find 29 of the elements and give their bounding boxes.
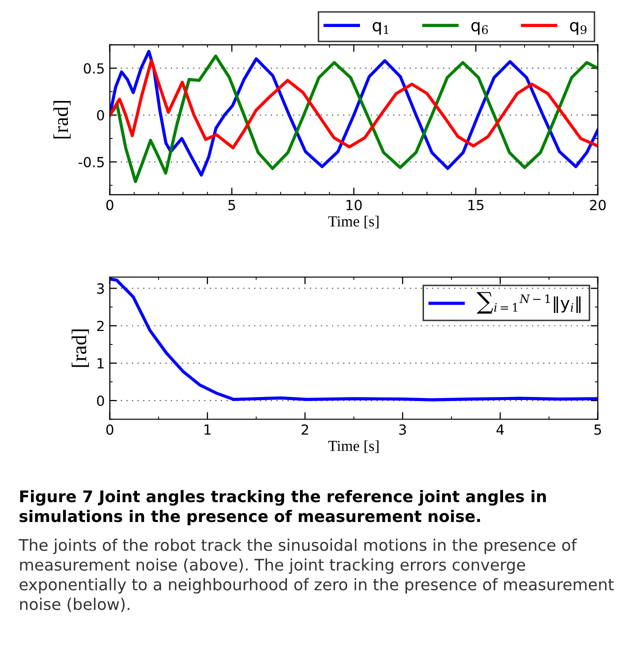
legend-label: q$_{6}$ [471, 22, 488, 35]
x-tick-label: 20 [590, 200, 606, 210]
x-tick-label: 5 [228, 200, 236, 210]
y-tick-label: 2 [97, 320, 104, 332]
y-tick-label: -0.5 [78, 156, 104, 168]
y-axis-title: [rad] [53, 101, 71, 138]
text: The joints of the robot track the sinusoidal motions in the presence of measurement noise (above). The joint tracking errors converge exponentially to a neighbourhood of zero in the presence of measurement noise (below). [18, 538, 614, 612]
y-tick-label: 0 [97, 110, 104, 121]
y-tick-label: 0 [97, 396, 104, 406]
x-axis-title: Time [s] [328, 440, 378, 453]
legend-label: ∑$_{i=1}$$^{N−1}$‖y$_{i}$‖ [476, 292, 580, 314]
x-tick-label: 3 [399, 424, 406, 435]
legend-label: q$_{1}$ [372, 22, 388, 35]
y-axis-title: [rad] [72, 329, 89, 367]
y-tick-label: 3 [97, 283, 104, 294]
x-axis-title: Time [s] [328, 216, 378, 228]
legend-label: q$_{9}$ [570, 22, 586, 35]
x-tick-label: 10 [346, 200, 362, 210]
x-tick-label: 4 [496, 424, 504, 435]
x-tick-label: 5 [594, 424, 601, 435]
x-tick-label: 15 [468, 200, 484, 210]
line-series [110, 59, 598, 150]
x-tick-label: 2 [302, 424, 308, 435]
x-tick-label: 1 [204, 424, 211, 435]
y-tick-label: 0.5 [84, 63, 104, 74]
x-tick-label: 0 [106, 200, 114, 210]
caption: Figure 7 Joint angles tracking the reference joint angles in simulations in the presence of measurement noise. [20, 490, 546, 526]
x-tick-label: 0 [106, 424, 114, 435]
y-tick-label: 1 [98, 358, 104, 368]
